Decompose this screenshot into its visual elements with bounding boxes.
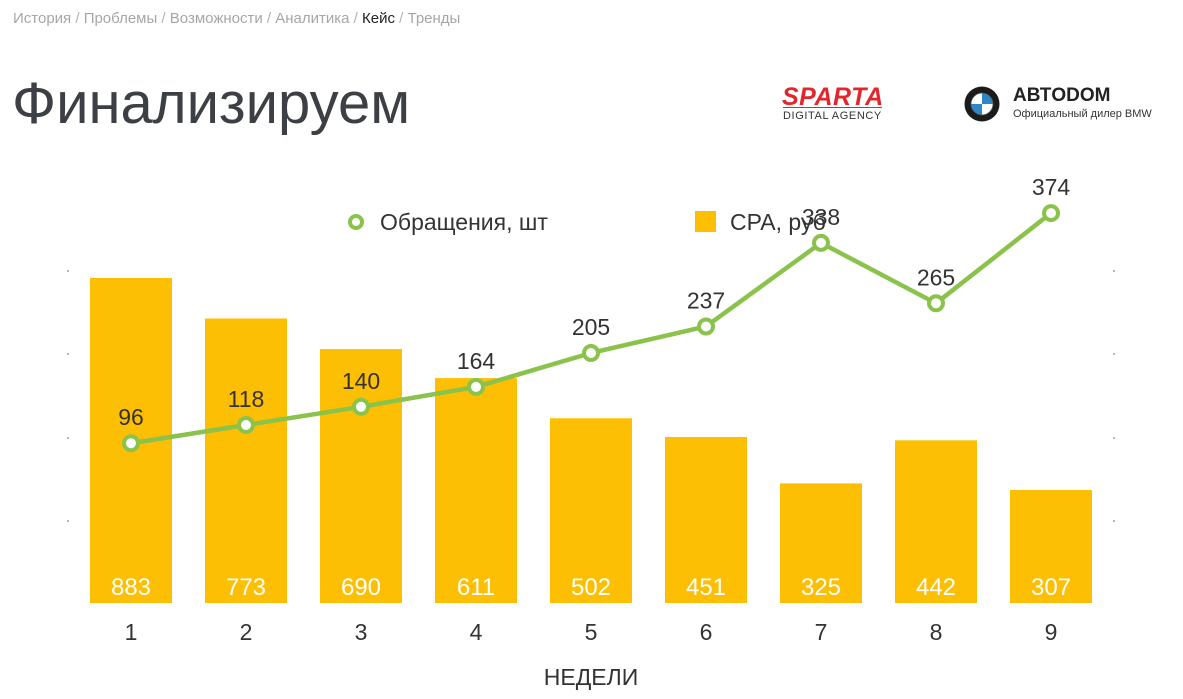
leads-point <box>697 317 715 336</box>
axis-tick-left <box>67 520 69 522</box>
sparta-logo: SPARTA DIGITAL AGENCY <box>782 84 924 124</box>
x-axis-label: НЕДЕЛИ <box>544 664 639 690</box>
cpa-bar <box>665 437 747 603</box>
x-tick-label: 1 <box>125 619 138 645</box>
cpa-bar <box>895 440 977 603</box>
avtodom-logo-subtitle: Официальный дилер BMW <box>1013 108 1152 120</box>
breadcrumb-item[interactable]: Аналитика <box>275 10 350 27</box>
cpa-bar-value-label: 502 <box>571 574 611 601</box>
leads-point <box>122 434 140 453</box>
x-tick-label: 9 <box>1045 619 1058 645</box>
leads-point-value-label: 265 <box>917 264 955 290</box>
cpa-bar-value-label: 690 <box>341 574 381 601</box>
cpa-bar-value-label: 611 <box>457 574 495 601</box>
leads-point <box>582 343 600 362</box>
leads-point-value-label: 237 <box>687 287 725 313</box>
breadcrumb-item[interactable]: Тренды <box>407 10 461 27</box>
breadcrumb-separator: / <box>394 10 408 27</box>
cpa-bar-value-label: 883 <box>111 574 151 601</box>
breadcrumb: История / Проблемы / Возможности / Анали… <box>13 9 460 29</box>
leads-point <box>927 294 945 313</box>
x-tick-label: 8 <box>930 619 943 645</box>
leads-point <box>237 416 255 435</box>
breadcrumb-item[interactable]: Кейс <box>362 10 395 27</box>
breadcrumb-item[interactable]: История <box>13 10 72 27</box>
leads-point-value-label: 205 <box>572 314 610 340</box>
cpa-bar <box>205 318 287 603</box>
cpa-bar <box>320 349 402 603</box>
breadcrumb-item[interactable]: Проблемы <box>83 10 158 27</box>
page-title: Финализируем <box>12 71 411 136</box>
sparta-logo-wordmark: SPARTA <box>782 83 884 111</box>
breadcrumb-separator: / <box>262 10 276 27</box>
axis-tick-left <box>67 270 69 272</box>
legend-leads-marker <box>348 214 364 230</box>
x-tick-label: 3 <box>355 619 368 645</box>
x-tick-label: 7 <box>815 619 828 645</box>
legend-leads-label: Обращения, шт <box>380 209 548 235</box>
leads-point-value-label: 140 <box>342 368 380 394</box>
cpa-bar <box>780 483 862 603</box>
legend-cpa-label: CPA, руб <box>730 209 826 235</box>
x-tick-label: 5 <box>585 619 598 645</box>
cpa-bar <box>550 418 632 603</box>
cpa-bar <box>435 378 517 603</box>
leads-point-value-label: 118 <box>228 386 265 412</box>
cpa-bar-value-label: 451 <box>686 574 726 601</box>
leads-point <box>467 377 485 396</box>
breadcrumb-separator: / <box>349 10 363 27</box>
x-tick-label: 2 <box>240 619 253 645</box>
axis-tick-left <box>67 353 69 355</box>
breadcrumb-item[interactable]: Возможности <box>169 10 263 27</box>
x-tick-label: 4 <box>470 619 483 645</box>
leads-point-value-label: 338 <box>802 204 840 230</box>
bmw-roundel-icon <box>964 86 1000 122</box>
cpa-bar-value-label: 442 <box>916 574 956 601</box>
sparta-logo-subtitle: DIGITAL AGENCY <box>783 107 882 123</box>
cpa-bar <box>1010 490 1092 603</box>
avtodom-logo-wordmark: АВТODOM <box>1013 85 1111 106</box>
leads-point-value-label: 96 <box>118 404 144 430</box>
x-tick-label: 6 <box>700 619 713 645</box>
leads-point <box>352 397 370 416</box>
avtodom-logo: АВТODOM Официальный дилер BMW <box>964 84 1164 124</box>
leads-point <box>812 233 830 252</box>
cpa-bar-value-label: 307 <box>1031 574 1071 601</box>
leads-point-value-label: 374 <box>1032 174 1071 200</box>
legend-cpa-marker <box>695 211 716 232</box>
leads-point <box>1042 204 1060 223</box>
cpa-bar-value-label: 325 <box>801 574 841 601</box>
breadcrumb-separator: / <box>157 10 170 27</box>
axis-tick-right <box>1113 270 1115 272</box>
leads-point-value-label: 164 <box>457 348 496 374</box>
axis-tick-right <box>1113 437 1115 439</box>
axis-tick-right <box>1113 520 1115 522</box>
breadcrumb-separator: / <box>71 10 84 27</box>
axis-tick-right <box>1113 353 1115 355</box>
cpa-bar-value-label: 773 <box>226 574 266 601</box>
axis-tick-left <box>67 437 69 439</box>
